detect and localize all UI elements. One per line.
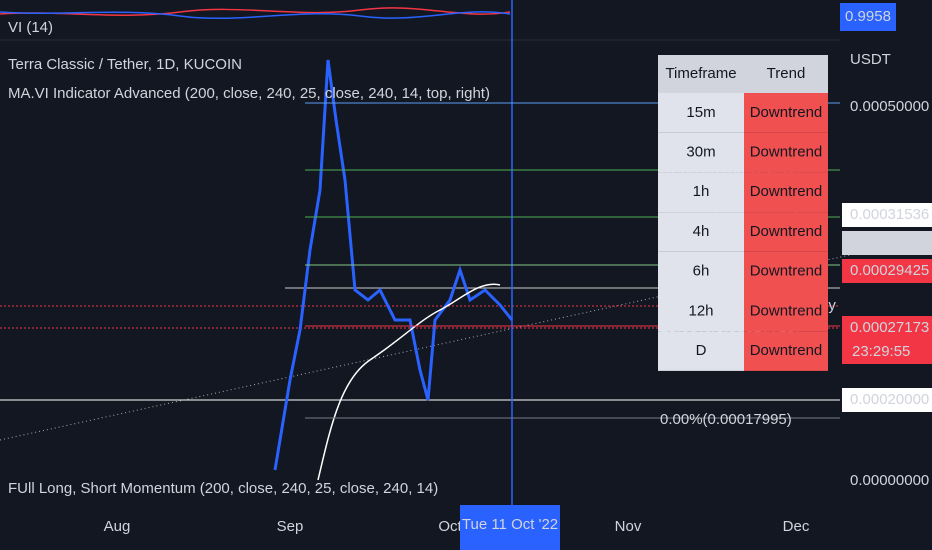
trend-cell xyxy=(744,93,828,133)
vi-badge xyxy=(840,3,896,31)
trend-cell xyxy=(744,132,828,173)
vi-value: 0.9958 xyxy=(845,8,891,25)
price-path xyxy=(273,59,514,471)
trend-cell xyxy=(744,291,828,332)
indicator-title: MA.VI Indicator Advanced (200, close, 24… xyxy=(8,85,490,102)
price-badge xyxy=(842,316,932,364)
timeframe-cell xyxy=(658,291,744,332)
price-badge xyxy=(842,231,932,255)
time-label: Nov xyxy=(615,518,642,535)
trend-cell xyxy=(744,331,828,371)
price-label: 0.00031536 xyxy=(850,206,929,223)
vi-title: VI (14) xyxy=(8,19,53,36)
unit: USDT xyxy=(850,51,891,68)
timeframe: 15m xyxy=(686,104,715,121)
timeframe: D xyxy=(696,342,707,359)
time-label: Aug xyxy=(104,518,131,535)
price-badge xyxy=(842,388,932,412)
trend: Downtrend xyxy=(750,183,823,200)
time-label: Dec xyxy=(783,518,810,535)
momentum-title: FUll Long, Short Momentum (200, close, 2… xyxy=(8,480,438,497)
trend: Downtrend xyxy=(750,342,823,359)
timeframe-cell xyxy=(658,132,744,173)
table-header-cell: Trend xyxy=(767,65,806,82)
price-label: 0.00020000 xyxy=(850,391,929,408)
timeframe-cell xyxy=(658,93,744,133)
timeframe: 30m xyxy=(686,144,715,161)
price-label: 0.00029425 xyxy=(850,262,929,279)
table-header-cell: Timeframe xyxy=(665,65,736,82)
countdown: 23:29:55 xyxy=(852,343,910,360)
timeframe-cell xyxy=(658,331,744,371)
trend-cell xyxy=(744,172,828,213)
cursor-date: Tue 11 Oct '22 xyxy=(462,516,558,533)
vi-minus xyxy=(0,7,511,16)
trend: Downtrend xyxy=(750,223,823,240)
timeframe: 12h xyxy=(688,302,713,319)
price-label: 0.00050000 xyxy=(850,98,929,115)
trend-cell xyxy=(744,251,828,292)
timeframe: 1h xyxy=(693,183,710,200)
trend: Downtrend xyxy=(750,302,823,319)
trend: Downtrend xyxy=(750,104,823,121)
symbol-title: Terra Classic / Tether, 1D, KUCOIN xyxy=(8,56,242,73)
price-badge xyxy=(842,203,932,227)
timeframe: 6h xyxy=(693,263,710,280)
price-badge xyxy=(842,259,932,283)
trend-cell xyxy=(744,212,828,252)
timeframe-cell xyxy=(658,251,744,292)
timeframe-cell xyxy=(658,212,744,252)
vi-plus xyxy=(0,11,511,20)
timeframe: 4h xyxy=(693,223,710,240)
timeframe-cell xyxy=(658,172,744,213)
trend: Downtrend xyxy=(750,144,823,161)
time-label: Sep xyxy=(277,518,304,535)
price-label: 0.00027173 xyxy=(850,319,929,336)
cursor-badge xyxy=(460,505,560,550)
price-label: 0.00031300 xyxy=(850,234,929,251)
fib-label: 0.00%(0.00017995) xyxy=(660,411,792,428)
table-header xyxy=(658,55,828,93)
trend: Downtrend xyxy=(750,263,823,280)
price-label: 0.00000000 xyxy=(850,472,929,489)
time-label: Oct xyxy=(438,518,462,535)
